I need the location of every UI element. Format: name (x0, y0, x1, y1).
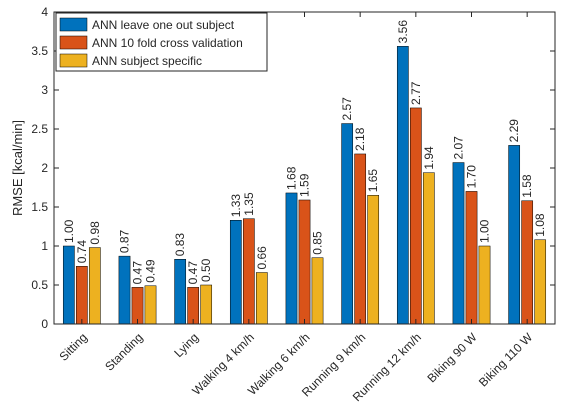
bar (354, 153, 367, 325)
bar-value-label: 2.18 (353, 127, 367, 151)
y-tick-label: 0.5 (31, 278, 48, 292)
bar (452, 162, 465, 325)
bar (131, 287, 144, 325)
x-category-label: Standing (102, 330, 145, 373)
axes-frame (53, 11, 556, 325)
bar (88, 247, 101, 325)
bar-value-label: 1.00 (478, 219, 492, 243)
bar-value-label: 2.07 (452, 136, 466, 160)
bar (409, 107, 422, 325)
y-axis-label: RMSE [kcal/min] (10, 120, 25, 216)
bar (187, 287, 200, 325)
y-tick-label: 3.5 (31, 44, 48, 58)
y-tick-label: 3 (41, 83, 48, 97)
bar-value-label: 1.35 (242, 192, 256, 216)
bar-value-label: 0.87 (118, 229, 132, 253)
bar (144, 285, 157, 325)
bar (478, 245, 491, 325)
bar (229, 220, 242, 325)
bar-value-label: 1.59 (298, 173, 312, 197)
bar (200, 284, 213, 325)
bar-value-label: 3.56 (396, 20, 410, 44)
bar-value-label: 0.85 (311, 231, 325, 255)
bar-series (62, 46, 547, 325)
bar-value-label: 2.77 (409, 81, 423, 105)
legend-swatch (59, 35, 88, 50)
bar-value-label: 1.00 (62, 219, 76, 243)
legend-swatch (59, 17, 88, 32)
bar-value-label: 1.58 (520, 174, 534, 198)
bar (367, 195, 380, 325)
legend: ANN leave one out subject ANN 10 fold cro… (55, 12, 268, 72)
bar (534, 239, 547, 325)
y-axis-ticks: 0 0.5 1 1.5 2 2.5 3 3.5 4 (31, 5, 555, 331)
bar (341, 123, 354, 325)
legend-entry: ANN 10 fold cross validation (92, 36, 243, 50)
bar-value-labels: 1.000.740.98 0.870.47 0.490.830.47 0.501.33… (62, 20, 547, 285)
bar (75, 266, 88, 325)
bar-value-label: 0.74 (75, 240, 89, 264)
x-category-label: Lying (171, 330, 201, 360)
bar (174, 259, 187, 325)
bar-value-label: 0.98 (88, 221, 102, 245)
y-tick-label: 0 (41, 317, 48, 331)
bar (396, 46, 409, 325)
bar-value-label: 1.65 (366, 169, 380, 193)
bar-value-label: 2.57 (340, 97, 354, 121)
legend-swatch (59, 53, 88, 68)
bar-value-label: 1.68 (285, 166, 299, 190)
y-tick-label: 2 (41, 161, 48, 175)
bar-value-label: 1.33 (229, 194, 243, 218)
bar-value-label: 0.66 (255, 246, 269, 270)
legend-entry: ANN leave one out subject (92, 18, 235, 32)
y-tick-label: 1 (41, 239, 48, 253)
bar-value-label: 0.47 (186, 261, 200, 285)
bar (521, 200, 534, 325)
bar (285, 192, 298, 325)
bar (311, 257, 324, 325)
bar-value-label: 1.94 (422, 146, 436, 170)
y-tick-label: 4 (41, 5, 48, 19)
bar (62, 245, 75, 325)
legend-entry: ANN subject specific (92, 54, 202, 68)
bar-value-label: 0.83 (173, 233, 187, 257)
bar-value-label: 2.29 (507, 119, 521, 143)
bar-value-label: 1.70 (465, 165, 479, 189)
bar-value-label: 0.47 (131, 261, 145, 285)
bar-value-label: 0.50 (199, 258, 213, 282)
bar (255, 272, 268, 325)
x-category-label: Biking 90 W (424, 330, 480, 386)
bar (422, 172, 435, 325)
y-tick-label: 2.5 (31, 122, 48, 136)
bar (118, 255, 131, 325)
y-tick-label: 1.5 (31, 200, 48, 214)
bar (298, 199, 311, 325)
legend-box (55, 12, 268, 72)
x-category-label: Sitting (56, 330, 89, 363)
bar (242, 218, 255, 325)
bar (465, 191, 478, 325)
bar (508, 145, 521, 325)
bar-value-label: 0.49 (144, 259, 158, 283)
x-category-label: Biking 110 W (476, 330, 536, 390)
bar-value-label: 1.08 (533, 213, 547, 237)
